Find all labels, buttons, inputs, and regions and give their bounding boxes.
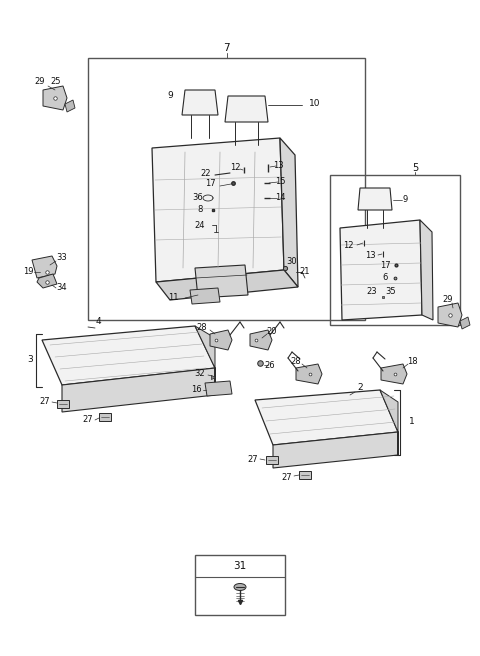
Text: 34: 34 xyxy=(57,283,67,293)
Polygon shape xyxy=(296,364,322,384)
Text: 20: 20 xyxy=(267,327,277,337)
Text: 21: 21 xyxy=(300,268,310,276)
Text: 12: 12 xyxy=(343,241,353,249)
Polygon shape xyxy=(225,96,268,122)
Polygon shape xyxy=(37,274,57,288)
Text: 6: 6 xyxy=(382,274,388,283)
Polygon shape xyxy=(358,188,392,210)
Text: 15: 15 xyxy=(275,178,285,186)
Text: 1: 1 xyxy=(409,417,415,426)
Text: 12: 12 xyxy=(230,163,240,173)
Polygon shape xyxy=(299,471,311,479)
Text: 2: 2 xyxy=(357,382,363,392)
Text: 7: 7 xyxy=(223,43,230,53)
Text: 28: 28 xyxy=(291,358,301,367)
Text: 9: 9 xyxy=(167,91,173,100)
Text: 4: 4 xyxy=(95,318,101,327)
Polygon shape xyxy=(438,303,462,327)
Polygon shape xyxy=(273,432,398,468)
Polygon shape xyxy=(381,364,407,384)
Text: 13: 13 xyxy=(365,251,375,260)
Text: 17: 17 xyxy=(204,180,216,188)
Polygon shape xyxy=(190,288,220,304)
Text: 5: 5 xyxy=(412,163,418,173)
Text: 27: 27 xyxy=(40,398,50,407)
Text: 27: 27 xyxy=(248,455,258,464)
Bar xyxy=(195,555,285,615)
Text: 32: 32 xyxy=(195,369,205,379)
Text: 19: 19 xyxy=(23,268,33,276)
Polygon shape xyxy=(266,456,278,464)
Text: 26: 26 xyxy=(264,361,276,369)
Text: 22: 22 xyxy=(201,169,211,178)
Bar xyxy=(330,175,460,325)
Bar xyxy=(88,58,365,320)
Text: 16: 16 xyxy=(191,386,201,394)
Text: 27: 27 xyxy=(83,415,93,424)
Text: 25: 25 xyxy=(51,77,61,87)
Text: 11: 11 xyxy=(168,293,178,302)
Polygon shape xyxy=(420,220,433,320)
Text: 29: 29 xyxy=(35,77,45,87)
Polygon shape xyxy=(195,265,248,298)
Text: 18: 18 xyxy=(407,358,417,367)
Polygon shape xyxy=(65,100,75,112)
Text: 13: 13 xyxy=(273,161,283,171)
Polygon shape xyxy=(255,390,398,445)
Polygon shape xyxy=(32,256,57,278)
Text: 36: 36 xyxy=(192,194,204,203)
Text: 35: 35 xyxy=(386,287,396,297)
Polygon shape xyxy=(182,90,218,115)
Polygon shape xyxy=(250,330,272,350)
Text: 17: 17 xyxy=(380,260,390,270)
Text: 31: 31 xyxy=(233,561,247,571)
Ellipse shape xyxy=(234,583,246,590)
Polygon shape xyxy=(460,317,470,329)
Polygon shape xyxy=(280,138,298,287)
Polygon shape xyxy=(43,86,67,110)
Text: 24: 24 xyxy=(195,220,205,230)
Text: 3: 3 xyxy=(27,356,33,365)
Text: 28: 28 xyxy=(197,323,207,333)
Polygon shape xyxy=(380,390,398,455)
Polygon shape xyxy=(99,413,111,421)
Text: 8: 8 xyxy=(197,205,203,215)
Polygon shape xyxy=(42,326,215,385)
Polygon shape xyxy=(205,381,232,396)
Text: 27: 27 xyxy=(282,474,292,483)
Polygon shape xyxy=(195,326,215,395)
Text: 30: 30 xyxy=(287,258,297,266)
Text: 23: 23 xyxy=(367,287,377,297)
Polygon shape xyxy=(57,400,69,408)
Text: 33: 33 xyxy=(57,253,67,262)
Polygon shape xyxy=(210,330,232,350)
Text: 9: 9 xyxy=(402,195,408,205)
Polygon shape xyxy=(152,138,284,282)
Polygon shape xyxy=(156,270,298,300)
Text: 29: 29 xyxy=(443,295,453,304)
Polygon shape xyxy=(62,368,215,412)
Text: 14: 14 xyxy=(275,194,285,203)
Text: 10: 10 xyxy=(309,98,321,108)
Polygon shape xyxy=(340,220,422,320)
